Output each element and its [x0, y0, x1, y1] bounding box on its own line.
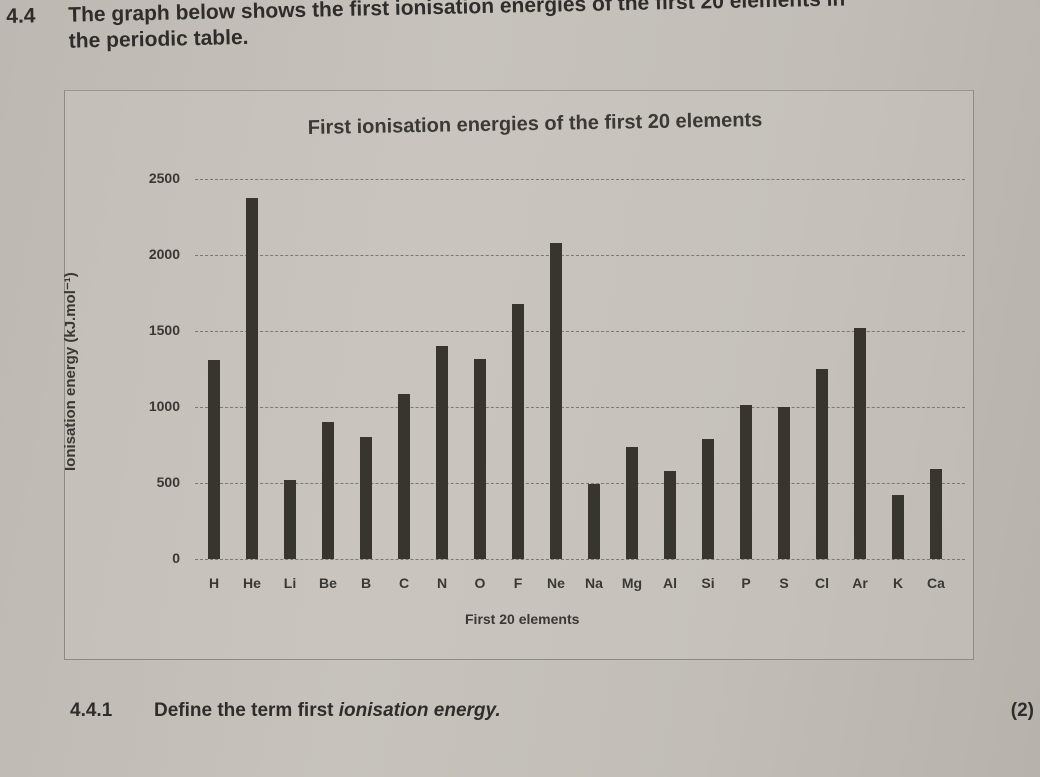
chart-title: First ionisation energies of the first 2…: [307, 109, 763, 139]
bar-o: [474, 359, 486, 559]
y-tick-label: 1000: [148, 398, 180, 414]
x-tick-label: Ar: [852, 575, 868, 591]
x-tick-label: Al: [663, 575, 677, 591]
x-tick-label: Li: [283, 575, 297, 591]
x-tick-label: H: [208, 575, 220, 591]
x-tick-label: Ne: [547, 575, 565, 591]
bar-p: [740, 405, 752, 559]
gridline: [195, 331, 965, 332]
x-tick-label: Mg: [621, 575, 643, 591]
bar-s: [778, 407, 790, 559]
sub-question-text: Define the term first: [154, 700, 339, 721]
plot-area: 0 500 1000 1500 2000 2500 H He Li Be B C N O F Ne Na Mg Al…: [149, 170, 965, 591]
question-heading: 4.4 The graph below shows the first ionis…: [6, 0, 846, 56]
gridline: [195, 559, 965, 560]
bar-na: [588, 483, 600, 559]
bar-n: [436, 345, 448, 559]
bar-k: [892, 495, 904, 559]
x-tick-label: Ca: [927, 575, 945, 591]
x-tick-label: C: [398, 575, 410, 591]
x-tick-label: P: [741, 575, 751, 591]
sub-question: 4.4.1 Define the term first ionisation en…: [70, 700, 501, 722]
bar-be: [322, 422, 334, 559]
bar-f: [512, 303, 524, 559]
bar-ne: [550, 242, 562, 559]
y-axis-label: Ionisation energy (kJ.mol⁻¹): [62, 272, 79, 471]
y-tick-label: 500: [156, 474, 180, 490]
gridline: [195, 483, 965, 484]
y-tick-label: 2500: [148, 170, 180, 186]
gridline: [195, 255, 965, 256]
bar-c: [398, 393, 410, 559]
x-tick-label: Si: [701, 575, 715, 591]
x-tick-label: Cl: [815, 575, 829, 591]
y-tick-label: 0: [172, 550, 180, 566]
gridline: [195, 407, 965, 408]
bar-cl: [816, 368, 828, 559]
x-tick-label: Be: [319, 575, 337, 591]
x-tick-label: Na: [585, 575, 603, 591]
x-tick-label: N: [436, 575, 448, 591]
gridline: [195, 179, 965, 180]
question-number: 4.4: [6, 4, 36, 28]
x-tick-label: F: [513, 575, 523, 591]
y-tick-label: 2000: [148, 246, 180, 262]
x-tick-label: S: [779, 575, 789, 591]
bar-si: [702, 439, 714, 559]
x-tick-label: He: [243, 575, 261, 591]
bar-h: [208, 359, 220, 559]
sub-question-number: 4.4.1: [70, 700, 113, 721]
bar-ca: [930, 469, 942, 559]
bar-ar: [854, 327, 866, 559]
sub-question-term: ionisation energy.: [338, 700, 501, 721]
x-tick-label: O: [474, 575, 486, 591]
bar-li: [284, 479, 296, 559]
y-tick-label: 1500: [148, 322, 180, 338]
bar-b: [360, 437, 372, 559]
bar-he: [246, 198, 258, 559]
bar-mg: [626, 446, 638, 559]
marks-label: (2): [1010, 700, 1034, 721]
x-tick-label: B: [360, 575, 372, 591]
x-axis-label: First 20 elements: [465, 611, 580, 627]
bar-al: [664, 471, 676, 559]
x-tick-label: K: [892, 575, 904, 591]
chart-frame: First ionisation energies of the first 2…: [62, 90, 974, 660]
